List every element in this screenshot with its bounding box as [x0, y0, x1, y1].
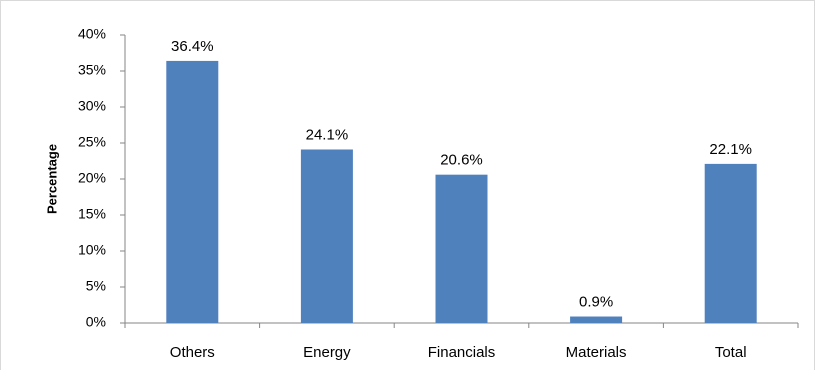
y-tick-label: 15% [78, 206, 106, 222]
y-tick-label: 10% [78, 242, 106, 258]
y-tick-label: 25% [78, 134, 106, 150]
y-tick-label: 30% [78, 98, 106, 114]
y-tick-label: 35% [78, 62, 106, 78]
data-label: 0.9% [579, 294, 613, 311]
bar [300, 149, 353, 323]
bar [166, 60, 219, 324]
data-label: 20.6% [440, 152, 483, 169]
category-label: Total [715, 344, 747, 361]
category-label: Others [170, 344, 215, 361]
y-ticks: 0% 5% 10% 15% 20% 25% 30% 35% 40% [78, 26, 125, 330]
bar [704, 163, 757, 323]
data-label: 22.1% [709, 141, 752, 158]
data-label: 24.1% [306, 126, 349, 143]
x-ticks [124, 323, 799, 328]
bar [435, 174, 488, 323]
bars [166, 60, 757, 324]
y-tick-label: 20% [78, 170, 106, 186]
category-label: Materials [566, 344, 627, 361]
y-tick-label: 0% [86, 314, 106, 330]
y-tick-label: 5% [86, 278, 106, 294]
data-label: 36.4% [171, 38, 214, 55]
data-labels: 36.4% 24.1% 20.6% 0.9% 22.1% [171, 38, 752, 311]
category-label: Energy [303, 344, 351, 361]
y-axis-title: Percentage [44, 144, 59, 214]
category-labels: Others Energy Financials Materials Total [170, 344, 747, 361]
category-label: Financials [428, 344, 496, 361]
bar [570, 316, 623, 323]
y-tick-label: 40% [78, 26, 106, 42]
